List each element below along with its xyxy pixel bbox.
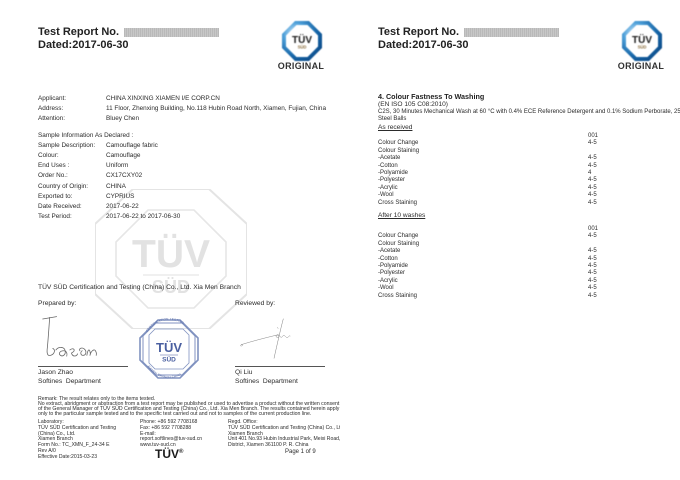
svg-text:TÜV: TÜV <box>156 340 182 355</box>
svg-text:SÜD: SÜD <box>638 45 647 50</box>
svg-text:SÜD: SÜD <box>298 45 307 50</box>
svg-text:CERTIFICATION TESTING: CERTIFICATION TESTING <box>145 318 185 333</box>
svg-text:TÜV: TÜV <box>132 233 210 276</box>
svg-text:SÜD: SÜD <box>162 355 176 364</box>
